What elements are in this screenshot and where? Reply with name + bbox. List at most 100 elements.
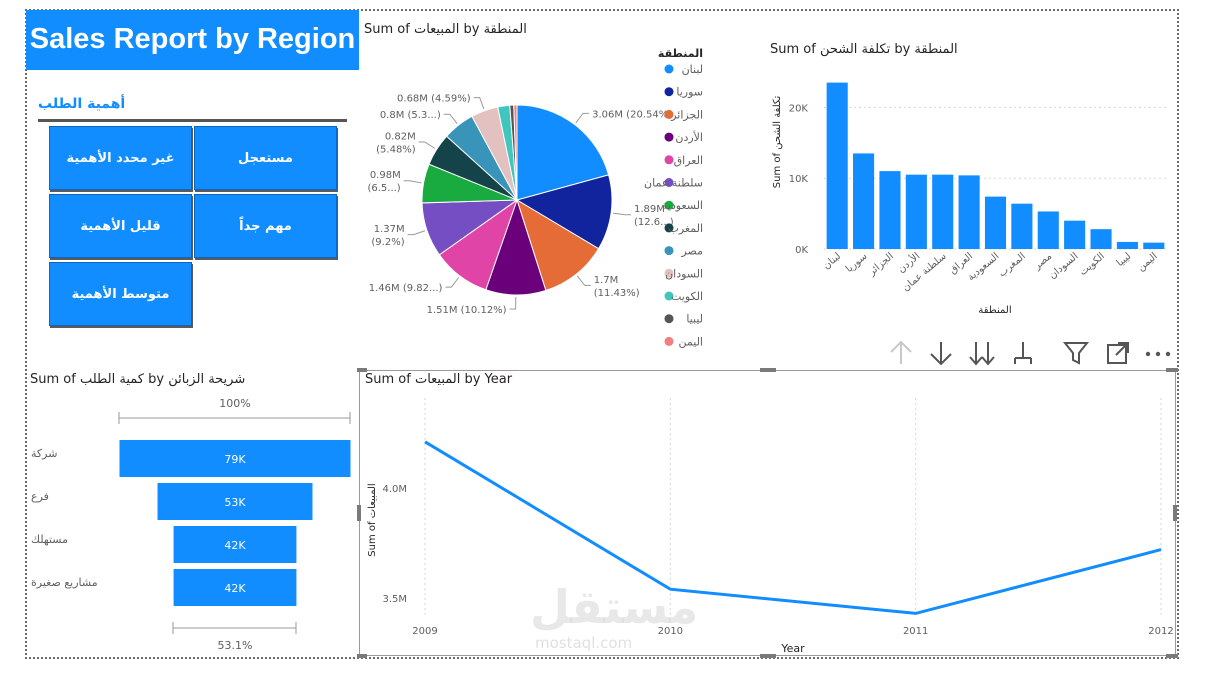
pie-leader-line <box>407 230 426 236</box>
bar-x-tick-label: سوريا <box>844 251 870 275</box>
pie-slice[interactable] <box>513 104 518 201</box>
pie-leader-line <box>613 212 632 216</box>
resize-handle-top[interactable] <box>760 368 776 372</box>
bar-chart-title: Sum of تكلفة الشحن by المنطقة <box>770 42 958 57</box>
legend-item[interactable]: العراق <box>674 154 703 167</box>
funnel-top-label: 100% <box>219 397 250 410</box>
report-title: Sales Report by Region <box>26 10 359 70</box>
filter-icon[interactable] <box>1062 342 1090 365</box>
legend-marker <box>664 223 674 233</box>
line-series-sales <box>424 440 1162 615</box>
funnel-value-label: 53K <box>224 496 246 509</box>
bar-x-axis-label: المنطقة <box>978 305 1011 316</box>
bar-x-tick-label: لبنان <box>821 251 843 272</box>
pie-slice[interactable] <box>516 198 600 292</box>
funnel-bar[interactable] <box>119 440 351 477</box>
pie-data-label: 0.82M <box>385 131 416 142</box>
bar[interactable] <box>984 196 1007 249</box>
bar[interactable] <box>826 82 848 250</box>
legend-item[interactable]: اليمن <box>679 335 703 348</box>
pie-data-label: 3.06M (20.54%) <box>592 109 672 120</box>
arrow-up-icon[interactable] <box>890 340 912 364</box>
legend-marker <box>664 64 674 74</box>
line-x-tick-label: 2009 <box>412 626 437 637</box>
resize-handle-right[interactable] <box>1173 505 1177 521</box>
legend-marker <box>664 132 674 142</box>
legend-item[interactable]: سوريا <box>676 86 703 99</box>
bar-x-tick-label: السودان <box>1047 251 1080 282</box>
funnel-bottom-label: 53.1% <box>218 639 253 652</box>
legend-marker <box>664 200 674 210</box>
legend-item[interactable]: الجزائر <box>670 108 703 121</box>
bar[interactable] <box>1064 220 1086 249</box>
legend-marker <box>664 246 674 256</box>
line-x-axis-label: Year <box>780 642 805 655</box>
line-x-tick-label: 2010 <box>658 626 683 637</box>
resize-handle-top-right[interactable] <box>1166 368 1178 372</box>
legend-item[interactable]: ليبيا <box>686 313 703 326</box>
arrow-down-icon[interactable] <box>930 342 952 366</box>
double-arrow-down-icon[interactable] <box>969 342 995 366</box>
pie-slice[interactable] <box>516 104 610 201</box>
pie-data-label: (9.2%) <box>371 237 404 248</box>
watermark-logo: مستقل <box>530 580 699 634</box>
resize-handle-bottom-left[interactable] <box>357 654 367 658</box>
funnel-bar[interactable] <box>173 526 297 563</box>
legend-item[interactable]: لبنان <box>682 63 703 76</box>
legend-marker <box>664 109 674 119</box>
slicer-option-unspecified[interactable]: غير محدد الأهمية <box>49 126 192 190</box>
legend-item[interactable]: المغرب <box>669 222 704 235</box>
watermark-url: mostaql.com <box>535 634 633 652</box>
bar[interactable] <box>1011 203 1033 249</box>
pie-data-label: 1.37M <box>374 224 405 235</box>
bar[interactable] <box>905 174 927 249</box>
bar-x-tick-label: الكويت <box>1078 251 1107 278</box>
bar[interactable] <box>958 175 980 249</box>
bar[interactable] <box>1143 242 1165 249</box>
sales-line-chart: 3.5M 4.0M 2009 2010 2011 2012 Sum of المبيعا… <box>367 398 1174 655</box>
legend-item[interactable]: الأردن <box>675 130 703 144</box>
line-y-tick-label: 4.0M <box>382 484 407 495</box>
bar[interactable] <box>879 171 901 249</box>
resize-handle-top-left[interactable] <box>357 368 367 372</box>
more-options-icon[interactable] <box>1145 351 1171 357</box>
slicer-option-very-important[interactable]: مهم جداً <box>194 194 337 258</box>
legend-item[interactable]: سلطنة عمان <box>644 177 703 190</box>
resize-handle-left[interactable] <box>357 505 361 521</box>
expand-hierarchy-icon[interactable] <box>1014 342 1032 364</box>
bar-y-tick-label: 20K <box>789 103 809 114</box>
legend-item[interactable]: السعودية <box>662 199 703 212</box>
bar-x-tick-label: المغرب <box>997 251 1028 280</box>
line-chart-title: Sum of المبيعات by Year <box>365 372 513 387</box>
slicer-divider <box>38 119 347 122</box>
legend-item[interactable]: مصر <box>680 245 703 258</box>
bar[interactable] <box>1037 211 1059 249</box>
pie-legend-title: المنطقة <box>658 47 703 60</box>
slicer-option-medium[interactable]: متوسط الأهمية <box>49 262 192 326</box>
pie-leader-line <box>418 141 436 149</box>
resize-handle-bottom-right[interactable] <box>1166 654 1178 658</box>
funnel-bar[interactable] <box>173 569 297 606</box>
slicer-option-low[interactable]: قليل الأهمية <box>49 194 192 258</box>
funnel-category-label: مشاريع صغيرة <box>31 576 98 589</box>
legend-item[interactable]: السودان <box>665 267 703 280</box>
slicer-option-urgent[interactable]: مستعجل <box>194 126 337 190</box>
bar[interactable] <box>1116 241 1138 249</box>
legend-marker <box>664 314 674 324</box>
bar[interactable] <box>853 153 875 249</box>
line-x-tick-label: 2011 <box>903 626 928 637</box>
resize-handle-bottom[interactable] <box>760 654 776 658</box>
bar[interactable] <box>1090 229 1112 249</box>
legend-item[interactable]: الكويت <box>671 290 703 303</box>
focus-mode-icon[interactable] <box>1107 342 1129 364</box>
pie-slice[interactable] <box>515 174 613 250</box>
bar[interactable] <box>932 174 954 249</box>
bar-y-tick-label: 10K <box>789 174 809 185</box>
bar-x-tick-label: الجزائر <box>866 251 896 279</box>
pie-data-label: 1.51M (10.12%) <box>427 305 507 316</box>
pie-data-label: 0.98M <box>370 170 401 181</box>
line-y-axis-label: Sum of المبيعات <box>367 483 378 556</box>
line-x-tick-label: 2012 <box>1148 626 1173 637</box>
pie-leader-line <box>403 180 422 184</box>
funnel-bar[interactable] <box>157 483 313 520</box>
